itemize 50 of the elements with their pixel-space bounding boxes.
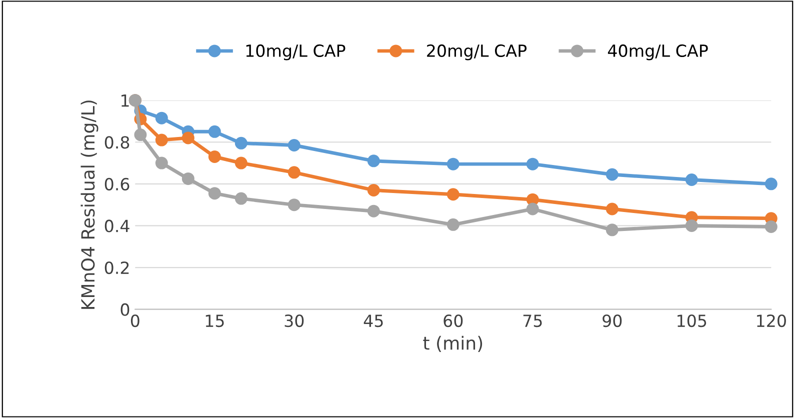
x-tick-label: 0	[130, 314, 140, 328]
point	[685, 173, 698, 186]
point	[182, 172, 194, 185]
legend-label: 10mg/L CAP	[246, 44, 346, 60]
point	[182, 132, 194, 144]
point	[446, 158, 460, 170]
point	[606, 224, 618, 236]
point	[288, 166, 300, 179]
point	[446, 188, 460, 201]
point	[234, 192, 248, 205]
x-tick-label: 90	[602, 314, 622, 328]
point	[288, 198, 300, 212]
point	[606, 202, 618, 216]
point	[208, 187, 221, 200]
point	[764, 220, 778, 234]
x-tick-label: 105	[678, 314, 706, 328]
point	[367, 204, 380, 218]
point	[288, 139, 300, 152]
x-tick-label: 15	[206, 314, 224, 328]
y-tick-label: 0.4	[104, 220, 130, 232]
point	[155, 134, 168, 146]
point	[367, 154, 380, 168]
y-tick-label: 0.6	[104, 178, 130, 190]
point	[526, 202, 539, 216]
point	[685, 219, 698, 232]
x-tick-label: 60	[444, 314, 463, 328]
point	[446, 218, 460, 231]
point	[134, 128, 147, 142]
y-tick-label: 0.8	[104, 136, 130, 149]
legend-label: 40mg/L CAP	[608, 44, 708, 60]
y-tick-label: 0	[120, 303, 130, 316]
point	[367, 184, 380, 196]
point	[234, 136, 248, 150]
point	[606, 168, 618, 181]
point	[208, 150, 221, 163]
point	[155, 112, 168, 124]
legend-label: 20mg/L CAP	[427, 44, 527, 60]
y-axis-title: KMnO4 Residual (mg/L)	[80, 100, 98, 309]
y-tick-label: 0.2	[104, 261, 129, 274]
y-tick-label: 1	[122, 94, 129, 107]
x-tick-label: 120	[757, 314, 786, 328]
point	[234, 156, 248, 170]
point	[764, 178, 778, 190]
x-tick-label: 45	[364, 314, 383, 328]
x-axis-title: t (min)	[423, 336, 482, 352]
point	[526, 158, 539, 170]
point	[208, 125, 221, 138]
point	[155, 156, 168, 170]
x-tick-label: 75	[523, 314, 542, 328]
x-tick-label: 30	[284, 314, 304, 328]
